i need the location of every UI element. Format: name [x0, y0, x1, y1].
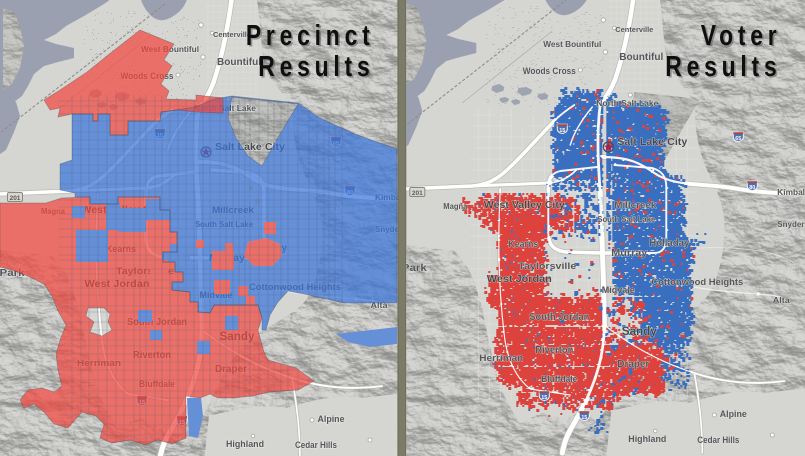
svg-text:Results: Results [258, 52, 374, 83]
svg-text:Precinct: Precinct [246, 21, 375, 52]
svg-text:Results: Results [665, 52, 781, 83]
svg-text:Results: Results [667, 53, 783, 84]
svg-text:Precinct: Precinct [247, 22, 376, 53]
svg-text:Results: Results [260, 53, 376, 84]
svg-text:Voter: Voter [702, 22, 783, 53]
svg-text:Voter: Voter [701, 21, 782, 52]
